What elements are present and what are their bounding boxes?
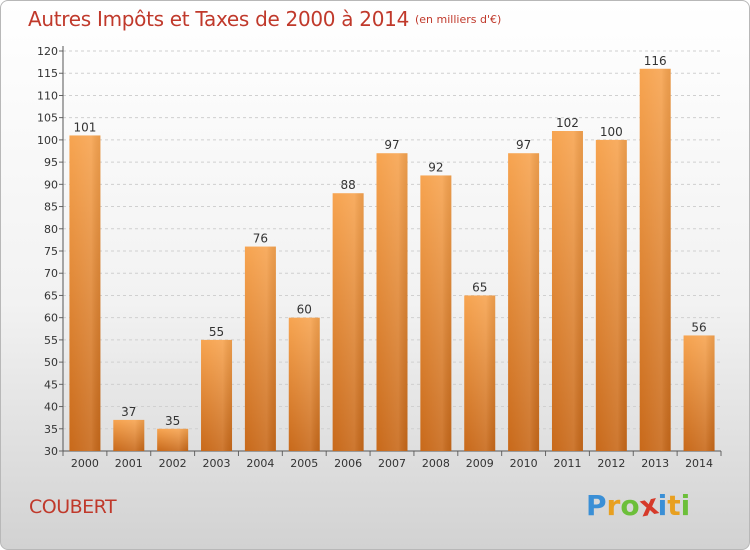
bar-value-label: 88 <box>340 178 355 192</box>
axes: 30 35 40 45 50 55 60 65 70 75 80 85 90 95 100 105 110 115… <box>37 45 722 458</box>
bar-value-label: 37 <box>121 405 136 419</box>
x-tick-label: 2012 <box>597 457 625 470</box>
y-tick-label: 85 <box>44 201 58 214</box>
y-tick-label: 65 <box>44 289 58 302</box>
bar-shine <box>332 193 364 451</box>
y-tick-label: 50 <box>44 356 58 369</box>
x-tick-label: 2011 <box>553 457 581 470</box>
logo-letter: i <box>680 489 691 522</box>
y-tick-label: 40 <box>44 401 58 414</box>
chart-unit: (en milliers d'€) <box>415 13 502 26</box>
bar-value-label: 102 <box>556 116 579 130</box>
logo-letter: t <box>667 489 681 522</box>
x-tick-label: 2004 <box>246 457 274 470</box>
y-tick-label: 35 <box>44 423 58 436</box>
bar-value-label: 60 <box>297 303 312 317</box>
y-tick-label: 70 <box>44 267 58 280</box>
bar-value-label: 55 <box>209 325 224 339</box>
x-tick-label: 2009 <box>466 457 494 470</box>
logo-letter: i <box>657 489 668 522</box>
bar-value-label: 100 <box>600 125 623 139</box>
y-tick-label: 30 <box>44 445 58 458</box>
y-tick-label: 120 <box>37 45 58 58</box>
x-tick-label: 2014 <box>685 457 713 470</box>
y-tick-label: 110 <box>37 89 58 102</box>
bar-shine <box>113 419 145 451</box>
x-tick-label: 2013 <box>641 457 669 470</box>
bar-value-label: 101 <box>73 120 96 134</box>
bar-value-label: 116 <box>644 54 667 68</box>
x-tick-label: 2001 <box>115 457 143 470</box>
bar-value-label: 97 <box>516 138 531 152</box>
x-tick-label: 2003 <box>203 457 231 470</box>
y-tick-label: 105 <box>37 112 58 125</box>
bar-value-label: 65 <box>472 280 487 294</box>
bar-shine <box>683 335 715 451</box>
x-tick-label: 2000 <box>71 457 99 470</box>
bar-value-label: 76 <box>253 232 268 246</box>
bar-shine <box>551 131 583 451</box>
bar-value-label: 35 <box>165 414 180 428</box>
bar-value-label: 97 <box>384 138 399 152</box>
y-tick-label: 90 <box>44 178 58 191</box>
proxiti-logo: Proxiti <box>586 487 691 523</box>
y-tick-label: 100 <box>37 134 58 147</box>
y-tick-label: 60 <box>44 312 58 325</box>
bars <box>69 68 715 452</box>
bar-value-label: 56 <box>691 320 706 334</box>
logo-letter: r <box>606 489 621 522</box>
bar-shine <box>69 135 101 451</box>
x-tick-label: 2010 <box>510 457 538 470</box>
bar-value-label: 92 <box>428 160 443 174</box>
bar-shine <box>288 317 320 451</box>
x-tick-label: 2008 <box>422 457 450 470</box>
data-labels: 101 2000 37 2001 35 2002 55 2003 76 2004 60 2005 88 2… <box>71 54 713 470</box>
bar-shine <box>595 139 627 451</box>
y-tick-label: 55 <box>44 334 58 347</box>
x-tick-label: 2006 <box>334 457 362 470</box>
x-tick-label: 2002 <box>159 457 187 470</box>
bar-shine <box>639 68 671 452</box>
commune-name: COUBERT <box>29 496 117 518</box>
logo-letter: o <box>620 489 640 522</box>
chart-title: Autres Impôts et Taxes de 2000 à 2014 (en… <box>28 7 502 31</box>
y-tick-label: 115 <box>37 67 58 80</box>
bar-shine <box>464 295 496 451</box>
x-tick-label: 2005 <box>290 457 318 470</box>
y-tick-label: 80 <box>44 223 58 236</box>
logo-letter: P <box>586 489 607 522</box>
y-tick-label: 95 <box>44 156 58 169</box>
bar-shine <box>244 246 276 451</box>
bar-shine <box>376 153 408 451</box>
bar-shine <box>508 153 540 451</box>
bar-shine <box>420 175 452 451</box>
x-tick-label: 2007 <box>378 457 406 470</box>
bar-shine <box>201 339 233 451</box>
y-tick-label: 45 <box>44 378 58 391</box>
bar-shine <box>157 428 189 451</box>
y-tick-label: 75 <box>44 245 58 258</box>
